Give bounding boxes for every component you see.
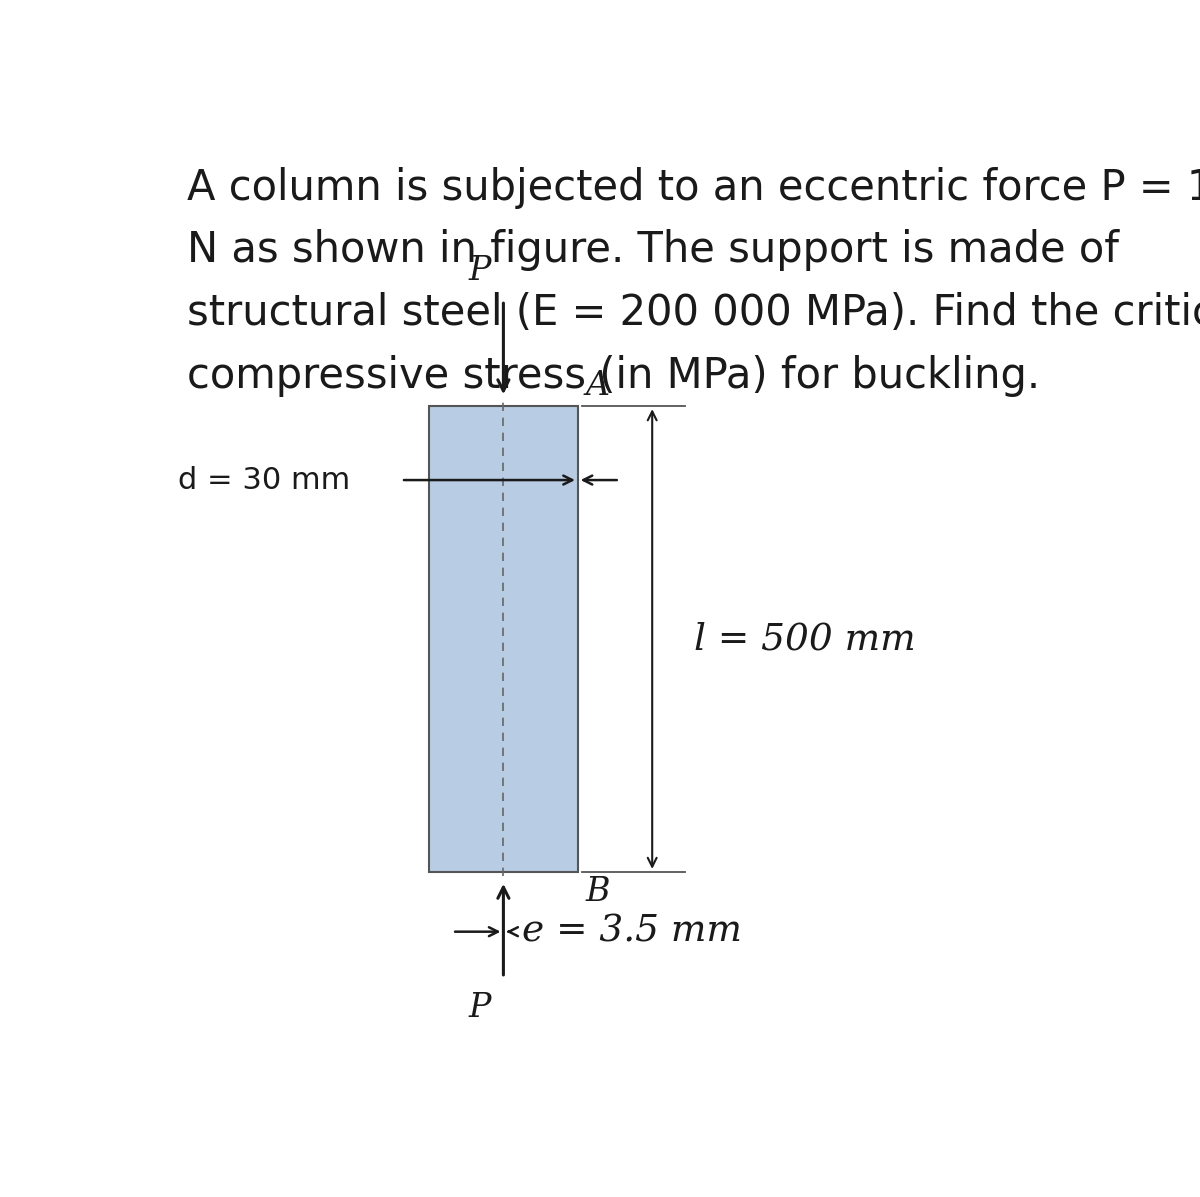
Text: structural steel (E = 200 000 MPa). Find the critical: structural steel (E = 200 000 MPa). Find… (187, 292, 1200, 334)
Bar (430, 406, 578, 871)
Text: l = 500 mm: l = 500 mm (694, 621, 916, 657)
Text: N as shown in figure. The support is made of: N as shown in figure. The support is mad… (187, 230, 1120, 272)
Text: P: P (469, 991, 492, 1023)
Text: d = 30 mm: d = 30 mm (178, 466, 350, 494)
Text: P: P (469, 255, 492, 286)
Text: B: B (586, 876, 610, 909)
Text: e = 3.5 mm: e = 3.5 mm (522, 913, 742, 949)
Text: A column is subjected to an eccentric force P = 1,885: A column is subjected to an eccentric fo… (187, 166, 1200, 208)
Text: compressive stress (in MPa) for buckling.: compressive stress (in MPa) for buckling… (187, 354, 1040, 396)
Text: A: A (586, 370, 610, 402)
